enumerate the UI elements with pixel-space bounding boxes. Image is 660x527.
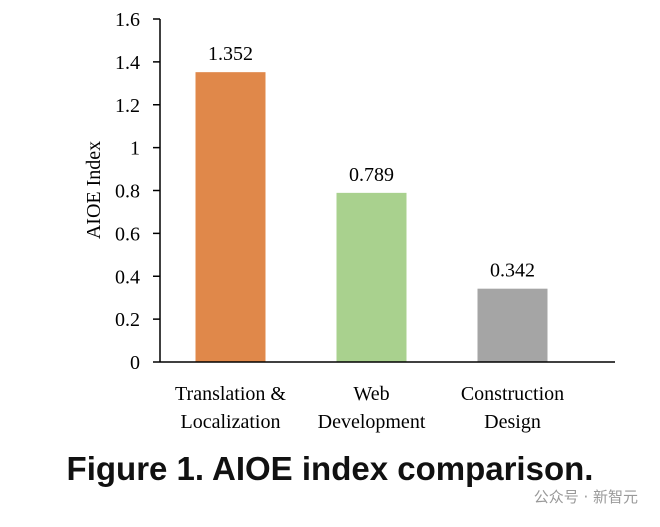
x-tick-label: Design bbox=[484, 411, 541, 433]
bar bbox=[195, 72, 266, 362]
y-tick-label: 0.8 bbox=[115, 181, 140, 203]
bar-chart: 0 0.2 0.4 0.6 0.8 1 1.2 1.4 1.6 1.352 Translation… bbox=[83, 9, 615, 433]
data-label: 1.352 bbox=[208, 43, 253, 65]
y-tick-label: 0.4 bbox=[115, 266, 140, 288]
y-tick-label: 0 bbox=[130, 352, 140, 374]
y-tick-label: 1 bbox=[130, 138, 140, 160]
y-tick-label: 0.6 bbox=[115, 223, 140, 245]
watermark: 公众号 · 新智元 bbox=[533, 488, 638, 506]
y-tick-label: 0.2 bbox=[115, 309, 140, 331]
x-tick-label: Translation & bbox=[175, 383, 286, 405]
bar bbox=[477, 288, 548, 362]
data-label: 0.342 bbox=[490, 260, 535, 282]
y-axis-label: AIOE Index bbox=[83, 141, 105, 239]
y-tick-label: 1.4 bbox=[115, 52, 140, 74]
x-tick-label: Localization bbox=[181, 411, 281, 433]
x-tick-label: Development bbox=[318, 411, 426, 433]
x-tick-label: Web bbox=[353, 383, 389, 405]
data-label: 0.789 bbox=[349, 164, 394, 186]
y-tick-label: 1.2 bbox=[115, 95, 140, 117]
bar bbox=[336, 192, 407, 362]
figure-caption: Figure 1. AIOE index comparison. bbox=[66, 450, 594, 487]
y-tick-label: 1.6 bbox=[115, 9, 140, 31]
x-tick-label: Construction bbox=[461, 383, 564, 405]
